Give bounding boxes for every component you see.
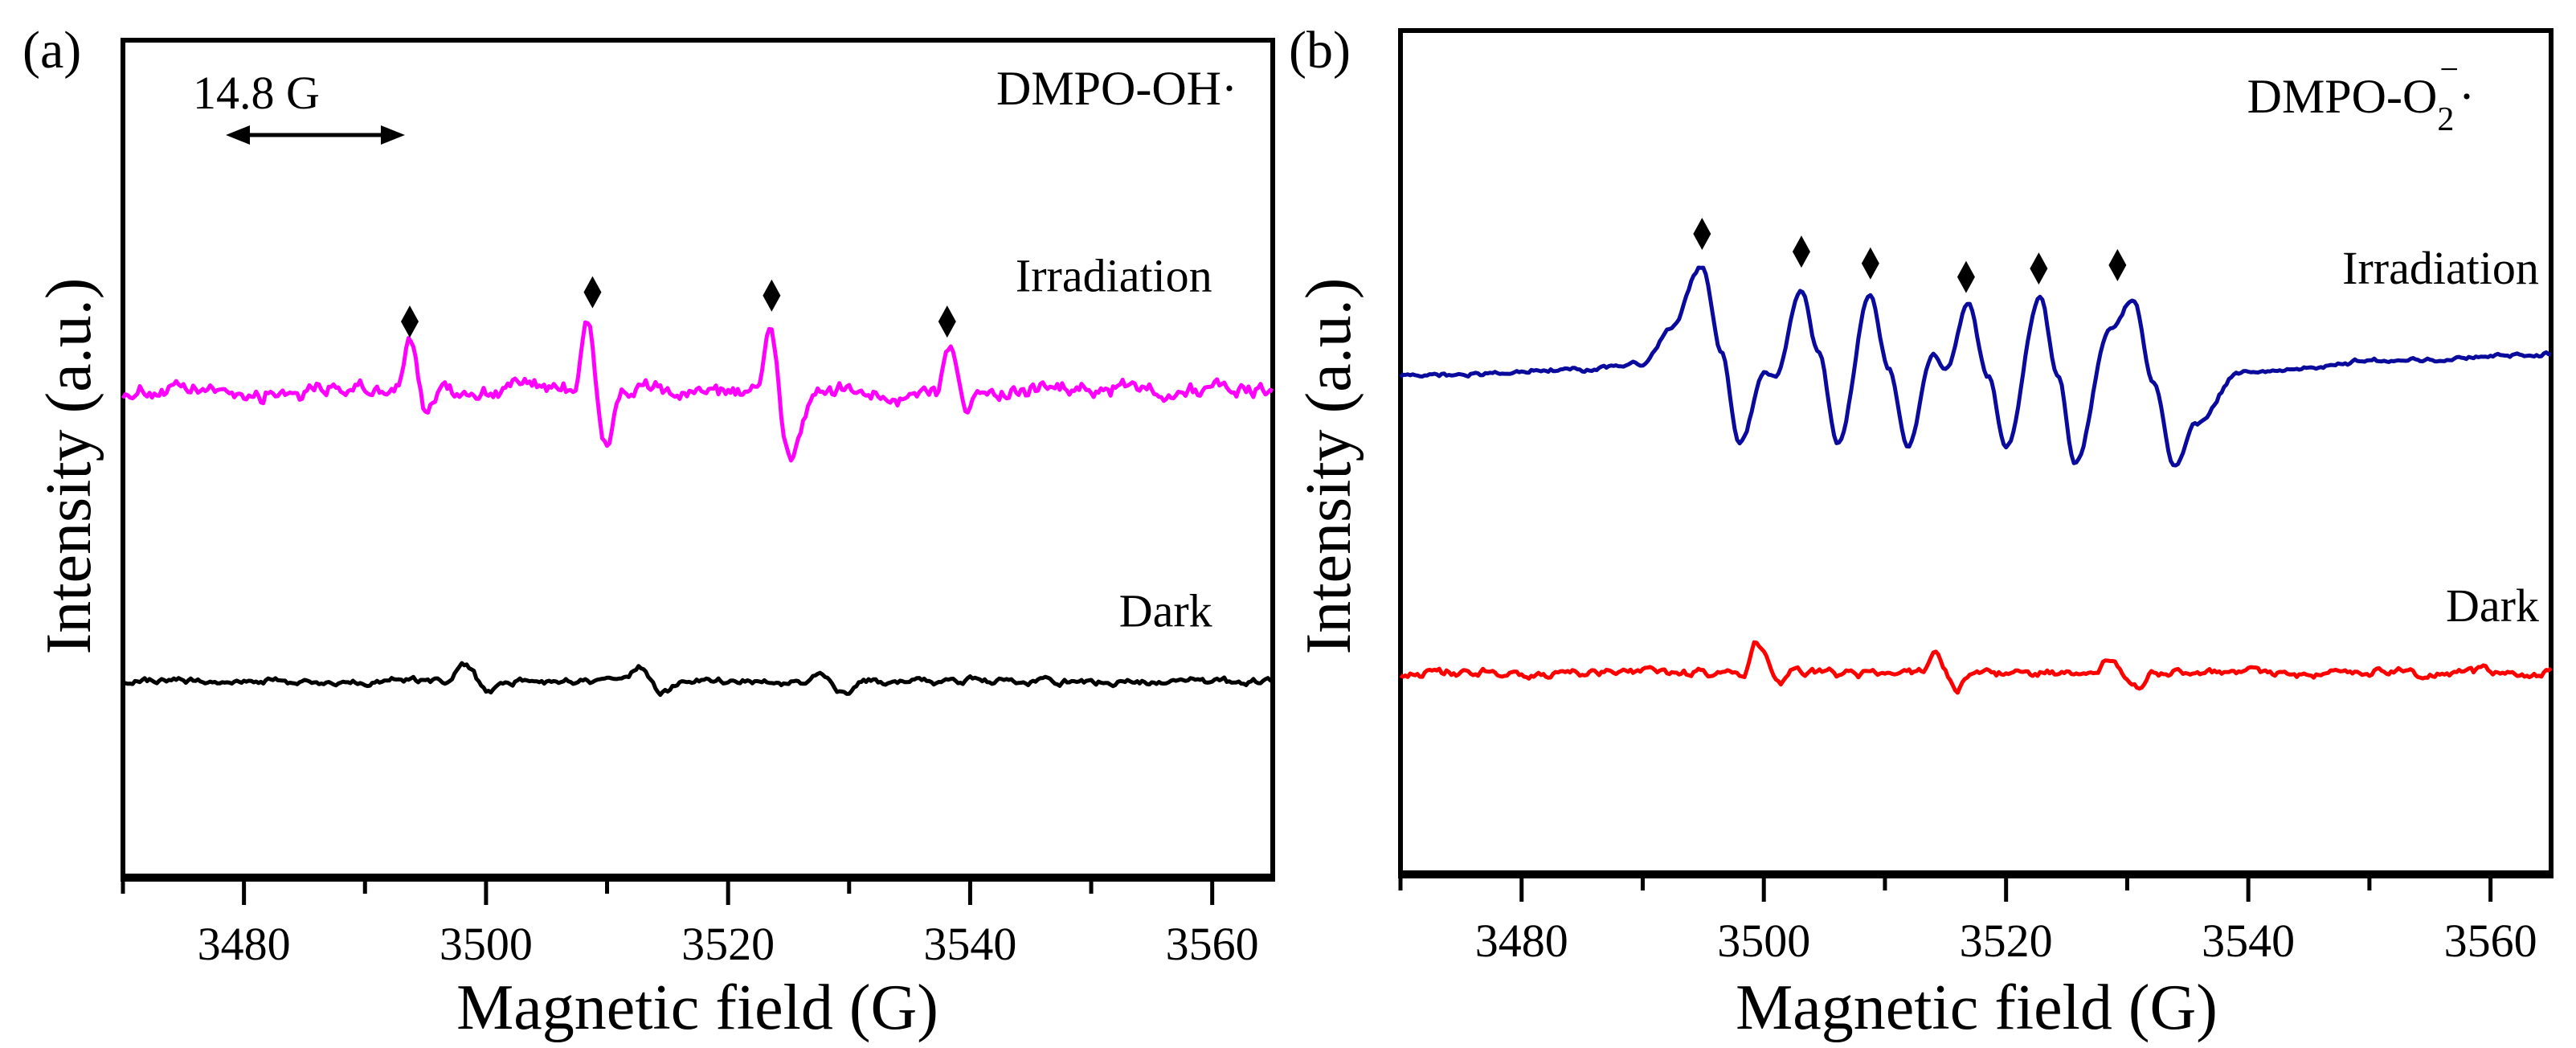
diamond-marker	[2030, 252, 2048, 285]
title-dot: ·	[1221, 62, 1237, 115]
panel-b: (b) Intensity (a.u.) Magnetic field (G) …	[1289, 21, 2554, 1043]
x-tick-label: 3480	[1475, 915, 1568, 967]
x-tick-label: 3560	[2444, 915, 2537, 967]
diamond-marker	[2108, 248, 2127, 281]
series-label-dark: Dark	[1119, 584, 1212, 637]
diamond-marker	[1957, 260, 1975, 293]
x-tick-label: 3480	[198, 918, 291, 970]
title-dot: ·	[2459, 70, 2475, 123]
diamond-marker	[938, 305, 956, 338]
x-tick-label: 3520	[681, 918, 775, 970]
x-tick-label: 3540	[2202, 915, 2295, 967]
series-line-dark	[1399, 640, 2553, 695]
title-main: DMPO-OH	[996, 62, 1221, 115]
diamond-marker	[1861, 247, 1879, 280]
diamond-marker	[583, 276, 602, 309]
x-axis-title: Magnetic field (G)	[1736, 972, 2218, 1043]
diamond-marker	[1792, 235, 1810, 268]
series-label-irradiation: Irradiation	[1016, 250, 1212, 302]
x-tick-label: 3500	[440, 918, 533, 970]
chart-title: DMPO-O2 −·	[2247, 51, 2475, 138]
panel-label: (b)	[1289, 21, 1351, 80]
chart-title: DMPO-OH·	[996, 62, 1237, 115]
plot-frame	[121, 38, 1275, 880]
x-tick-label: 3500	[1717, 915, 1810, 967]
diamond-marker	[1693, 218, 1711, 251]
panel-label: (a)	[22, 21, 81, 80]
panel-a: (a) Intensity (a.u.) Magnetic field (G) …	[22, 21, 1275, 1043]
diamond-marker	[763, 279, 781, 312]
title-superscript: −	[2439, 51, 2459, 88]
diamond-marker	[400, 305, 419, 338]
y-axis-title: Intensity (a.u.)	[1294, 278, 1364, 655]
title-main: DMPO-O	[2247, 70, 2438, 123]
series-line-irradiation	[121, 320, 1274, 463]
x-tick-label: 3560	[1166, 918, 1259, 970]
scale-bar-label: 14.8 G	[193, 67, 320, 119]
scale-bar-arrow-right	[380, 125, 405, 145]
x-tick-label: 3540	[923, 918, 1016, 970]
scale-bar-arrow-left	[226, 125, 251, 145]
plot-frame	[1398, 28, 2554, 877]
series-line-dark	[121, 661, 1274, 698]
title-subscript: 2	[2437, 101, 2454, 138]
series-label-dark: Dark	[2446, 579, 2539, 632]
series-label-irradiation: Irradiation	[2342, 242, 2539, 294]
y-axis-title: Intensity (a.u.)	[34, 278, 104, 655]
series-line-irradiation	[1399, 265, 2551, 468]
x-tick-label: 3520	[1960, 915, 2053, 967]
x-axis-title: Magnetic field (G)	[456, 972, 938, 1043]
